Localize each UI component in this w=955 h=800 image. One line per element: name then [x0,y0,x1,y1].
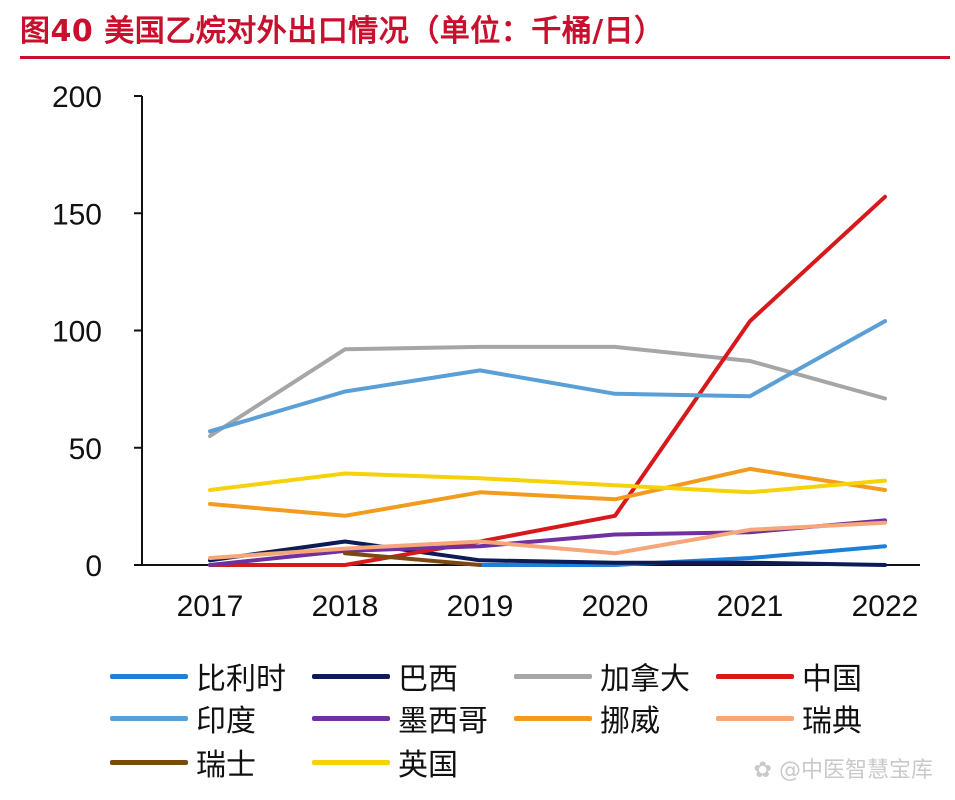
series-line-6 [208,466,887,518]
watermark-text: 中医智慧宝库 [800,758,933,783]
series-line-4 [208,319,887,434]
y-tick-label: 200 [52,81,102,114]
legend-swatch [110,759,188,765]
watermark: ✿ @中医智慧宝库 [754,752,933,784]
title-rule [20,56,950,59]
series-line-7 [208,520,887,560]
legend-label: 中国 [802,662,862,697]
legend-swatch [716,715,794,721]
legend-label: 加拿大 [600,662,690,697]
legend-item: 瑞士 [110,742,256,783]
legend-item: 巴西 [312,656,458,697]
y-tick-label: 0 [85,550,102,583]
legend-swatch [514,673,592,679]
legend-item: 加拿大 [514,656,690,697]
series-line-9 [208,471,887,495]
legend-label: 瑞士 [196,748,256,783]
legend-swatch [312,759,390,765]
legend-swatch [110,673,188,679]
legend-label: 英国 [398,748,458,783]
y-tick-label: 100 [52,316,102,349]
series-line-1 [208,539,887,567]
legend-swatch [312,715,390,721]
x-tick-label: 2020 [582,590,649,623]
legend-item: 印度 [110,698,256,739]
legend-item: 比利时 [110,656,286,697]
legend-label: 挪威 [600,704,660,739]
x-tick-label: 2019 [447,590,514,623]
y-tick-label: 50 [69,433,102,466]
legend-label: 巴西 [398,662,458,697]
legend-label: 印度 [196,704,256,739]
legend-item: 英国 [312,742,458,783]
line-chart: 0 50 100 150 200 2017 2018 2019 2020 2021 2022 [52,81,920,623]
legend-item: 中国 [716,656,862,697]
legend-item: 瑞典 [716,698,862,739]
legend-label: 墨西哥 [398,704,488,739]
legend-item: 墨西哥 [312,698,488,739]
legend-swatch [716,673,794,679]
x-tick-label: 2022 [852,590,919,623]
legend-label: 瑞典 [802,704,862,739]
x-tick-label: 2018 [312,590,379,623]
chart-title: 图40 美国乙烷对外出口情况（单位：千桶/日） [20,14,665,49]
series-line-2 [208,344,887,438]
series-line-8 [343,551,482,567]
legend-swatch [514,715,592,721]
watermark-icon: ✿ @ [753,758,801,783]
legend-swatch [312,673,390,679]
legend-item: 挪威 [514,698,660,739]
x-tick-label: 2021 [717,590,784,623]
y-tick-label: 150 [52,198,102,231]
legend-swatch [110,715,188,721]
series-line-3 [208,194,887,567]
x-tick-label: 2017 [177,590,244,623]
legend-label: 比利时 [196,662,286,697]
